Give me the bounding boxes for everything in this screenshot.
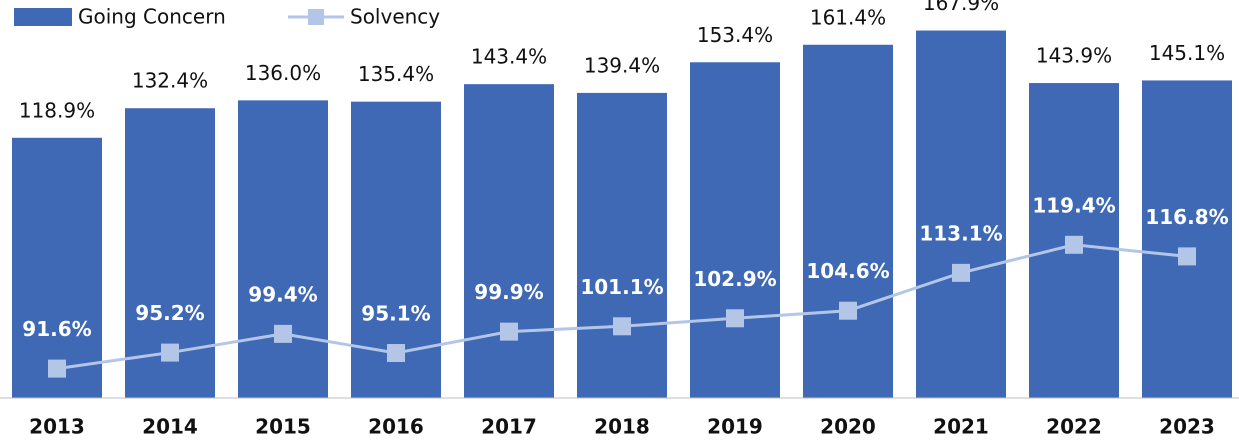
data-label: 145.1%	[1149, 41, 1225, 65]
marker	[1178, 247, 1196, 266]
marker	[1065, 235, 1083, 254]
bar	[577, 92, 667, 398]
x-tick-label: 2013	[29, 415, 85, 439]
data-label: 101.1%	[580, 275, 663, 299]
data-label: 139.4%	[584, 53, 660, 77]
x-tick-label: 2017	[481, 415, 537, 439]
marker	[48, 359, 66, 378]
x-tick-label: 2015	[255, 415, 311, 439]
bar	[238, 100, 328, 399]
data-label: 104.6%	[806, 259, 889, 283]
marker	[613, 317, 631, 336]
marker	[726, 309, 744, 328]
data-label: 167.9%	[923, 0, 999, 15]
x-tick-label: 2021	[933, 415, 989, 439]
data-label: 102.9%	[693, 267, 776, 291]
legend-swatch	[308, 9, 324, 25]
data-label: 116.8%	[1145, 205, 1228, 229]
data-label: 136.0%	[245, 61, 321, 85]
marker	[500, 322, 518, 341]
x-tick-label: 2014	[142, 415, 198, 439]
data-label: 143.4%	[471, 45, 547, 69]
x-tick-label: 2018	[594, 415, 650, 439]
marker	[839, 301, 857, 320]
data-label: 113.1%	[919, 221, 1002, 245]
bar	[464, 84, 554, 398]
data-label: 118.9%	[19, 98, 95, 122]
data-label: 143.9%	[1036, 44, 1112, 68]
x-tick-label: 2019	[707, 415, 763, 439]
marker	[952, 263, 970, 282]
data-label: 95.2%	[135, 301, 204, 325]
data-label: 161.4%	[810, 5, 886, 29]
marker	[387, 344, 405, 363]
marker	[161, 343, 179, 362]
data-label: 135.4%	[358, 62, 434, 86]
bar	[916, 30, 1006, 399]
data-label: 99.4%	[248, 282, 317, 306]
marker	[274, 324, 292, 343]
data-label: 132.4%	[132, 69, 208, 93]
x-tick-label: 2020	[820, 415, 876, 439]
data-label: 99.9%	[474, 280, 543, 304]
legend-label: Solvency	[350, 5, 440, 29]
data-label: 91.6%	[22, 317, 91, 341]
legend-swatch	[14, 8, 72, 26]
x-tick-label: 2022	[1046, 415, 1102, 439]
x-tick-label: 2016	[368, 415, 424, 439]
bar	[803, 44, 893, 398]
data-label: 95.1%	[361, 302, 430, 326]
data-label: 153.4%	[697, 23, 773, 47]
bar	[690, 62, 780, 399]
x-tick-label: 2023	[1159, 415, 1215, 439]
data-label: 119.4%	[1032, 193, 1115, 217]
bar	[1142, 80, 1232, 398]
bar	[12, 137, 102, 398]
legend-label: Going Concern	[78, 5, 226, 29]
